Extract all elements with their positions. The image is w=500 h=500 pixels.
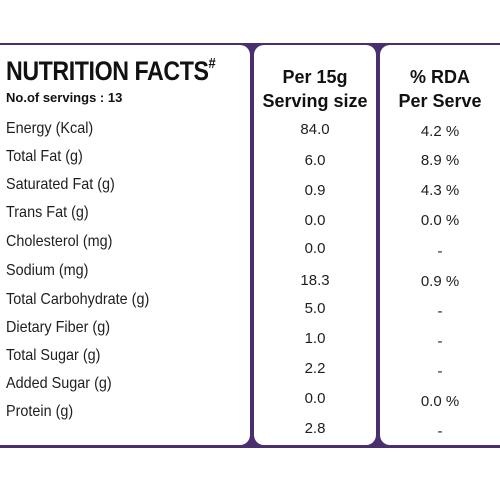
nutrient-label: Sodium (mg) xyxy=(6,262,89,279)
per-serving-header-line1: Per 15g xyxy=(282,67,348,87)
rda-value: - xyxy=(437,423,443,440)
nutrient-names-panel xyxy=(0,45,250,445)
per-serving-value: 1.0 xyxy=(304,330,326,347)
per-serving-value: 6.0 xyxy=(304,152,326,169)
rda-header-line2: Per Serve xyxy=(398,91,482,111)
rda-value: 4.2 % xyxy=(420,123,460,140)
nutrient-label: Total Fat (g) xyxy=(6,148,83,165)
nutrient-label: Dietary Fiber (g) xyxy=(6,319,111,336)
per-serving-header-line2: Serving size xyxy=(262,91,368,111)
title-footnote-mark: # xyxy=(208,55,216,72)
rda-header-line1: % RDA xyxy=(409,67,470,87)
nutrient-label: Saturated Fat (g) xyxy=(6,176,115,193)
nutrient-label: Energy (Kcal) xyxy=(6,120,94,137)
rda-value: 0.9 % xyxy=(420,273,460,290)
rda-value: - xyxy=(437,303,443,320)
per-serving-value: 84.0 xyxy=(300,121,330,138)
nutrient-label: Added Sugar (g) xyxy=(6,375,112,392)
rda-value: - xyxy=(437,243,443,260)
per-serving-value: 0.9 xyxy=(304,182,326,199)
nutrient-label: Trans Fat (g) xyxy=(6,204,89,221)
per-serving-value: 18.3 xyxy=(300,272,330,289)
rda-value: 4.3 % xyxy=(420,182,460,199)
per-serving-value: 5.0 xyxy=(304,300,326,317)
per-serving-value: 0.0 xyxy=(304,240,326,257)
nutrient-label: Protein (g) xyxy=(6,403,74,420)
per-serving-value: 2.8 xyxy=(304,420,326,437)
rda-panel xyxy=(380,45,500,445)
nutrient-label: Cholesterol (mg) xyxy=(6,233,113,250)
rda-value: 8.9 % xyxy=(420,152,460,169)
per-serving-value: 2.2 xyxy=(304,360,326,377)
per-serving-panel xyxy=(254,45,376,445)
nutrition-facts-title: NUTRITION FACTS# xyxy=(6,55,216,86)
nutrient-label: Total Carbohydrate (g) xyxy=(6,291,150,308)
rda-value: 0.0 % xyxy=(420,212,460,229)
per-serving-value: 0.0 xyxy=(304,212,326,229)
rda-header: % RDA Per Serve xyxy=(380,65,500,113)
per-serving-value: 0.0 xyxy=(304,390,326,407)
rda-value: 0.0 % xyxy=(420,393,460,410)
nutrient-label: Total Sugar (g) xyxy=(6,347,101,364)
servings-count: No.of servings : 13 xyxy=(6,90,123,105)
per-serving-header: Per 15g Serving size xyxy=(254,65,376,113)
rda-value: - xyxy=(437,363,443,380)
rda-value: - xyxy=(437,333,443,350)
